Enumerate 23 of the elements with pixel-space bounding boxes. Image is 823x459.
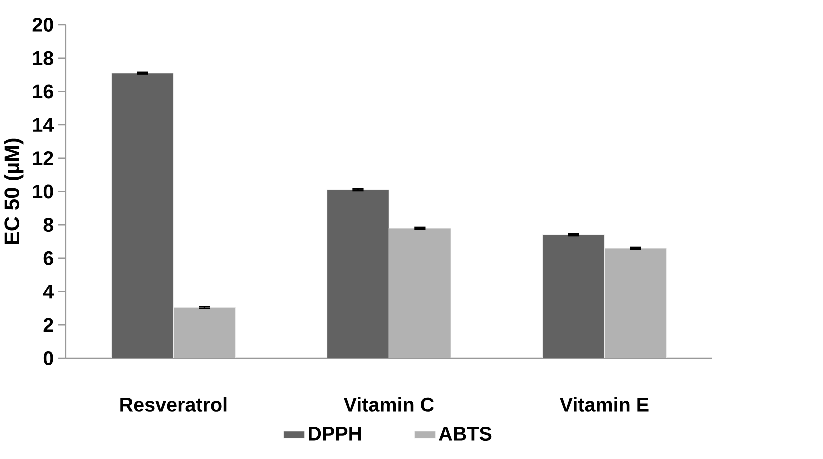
y-tick-label: 18 xyxy=(33,51,54,66)
bar xyxy=(542,234,606,358)
y-axis-title: EC 50 (µM) xyxy=(4,138,24,244)
bar xyxy=(111,72,174,358)
bar xyxy=(173,307,236,358)
bar xyxy=(326,190,390,358)
legend-label: ABTS xyxy=(439,426,492,441)
x-tick-label: Resveratrol xyxy=(120,397,227,412)
bar xyxy=(604,248,667,358)
y-tick-label: 0 xyxy=(44,351,54,366)
legend-label: DPPH xyxy=(309,426,362,440)
x-tick-label: Vitamin E xyxy=(560,397,649,412)
bar xyxy=(388,228,452,358)
y-tick-label: 4 xyxy=(43,284,54,298)
x-tick-label: Vitamin C xyxy=(344,397,434,412)
y-tick-label: 6 xyxy=(44,251,54,266)
y-tick-label: 16 xyxy=(33,84,54,98)
y-tick-label: 12 xyxy=(33,151,54,166)
y-tick-label: 2 xyxy=(44,318,54,332)
y-tick-label: 20 xyxy=(32,18,54,32)
y-tick-label: 10 xyxy=(33,184,54,199)
y-tick-label: 8 xyxy=(44,218,54,232)
y-tick-label: 14 xyxy=(33,118,54,132)
